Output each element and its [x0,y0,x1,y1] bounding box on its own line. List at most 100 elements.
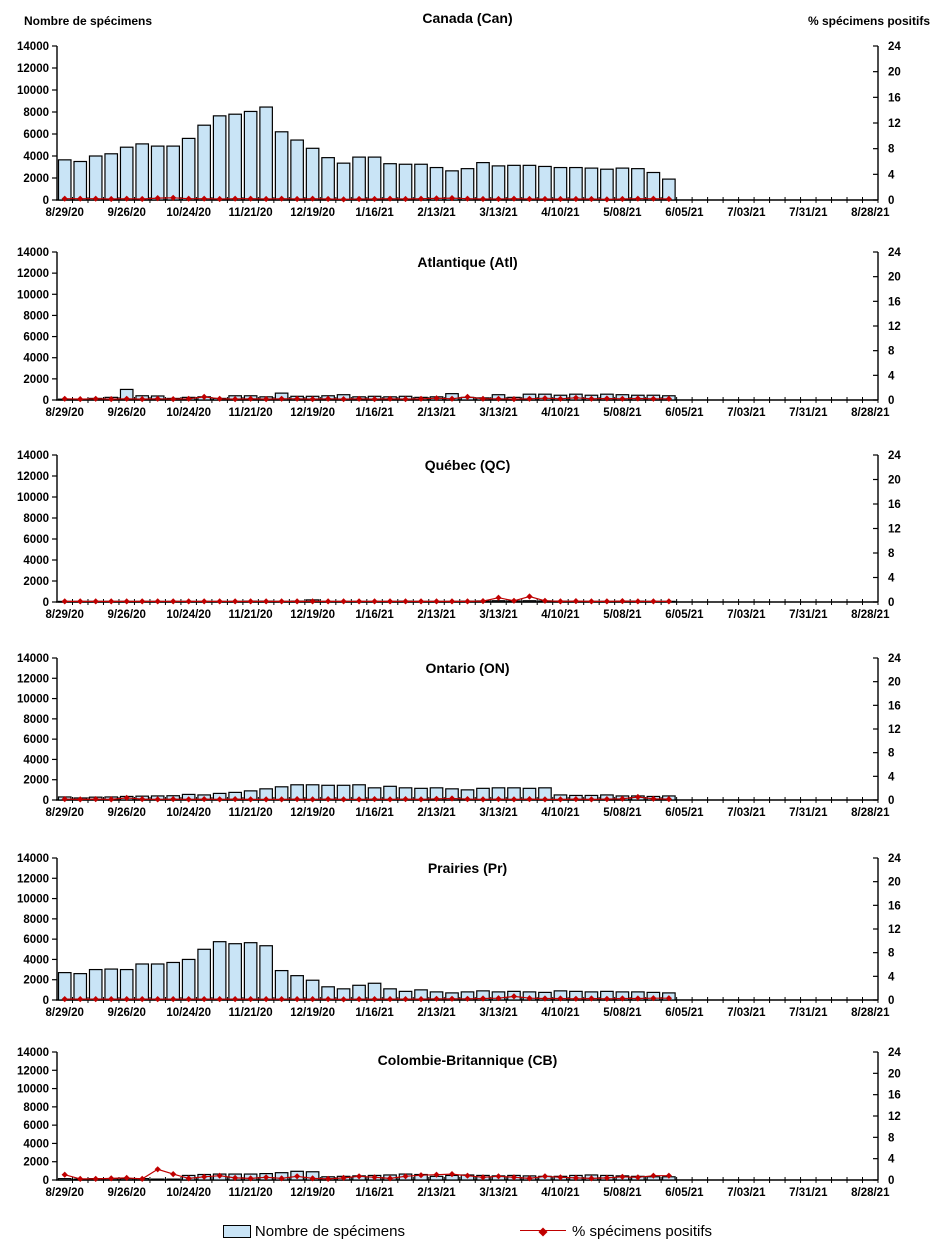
right-tick-label: 20 [888,1068,901,1080]
x-tick-label: 12/19/20 [290,1187,335,1199]
chart-section-ontario: Ontario (ON) 0 2000 4000 6000 8000 10000 12000… [0,632,935,836]
chart-section-colombie-britannique: Colombie-Britannique (CB) 0 2000 4000 6000 8… [0,1038,935,1206]
positivity-marker [588,1175,595,1182]
positivity-marker [510,796,518,803]
positivity-marker [139,396,146,403]
left-tick-label: 14000 [17,247,49,259]
specimen-bar [150,145,165,201]
positivity-marker [650,598,657,605]
specimen-bar [228,943,242,1001]
positivity-marker [216,996,223,1003]
specimen-bar [290,139,304,201]
positivity-marker [263,396,270,403]
x-tick-label: 4/10/21 [541,609,580,621]
positivity-marker [201,1173,208,1180]
x-tick-label: 5/08/21 [603,407,642,419]
positivity-marker [510,993,518,1000]
positivity-marker [541,1173,549,1180]
positivity-marker [402,598,409,605]
specimen-bar [259,945,273,1001]
positivity-marker [77,396,84,403]
positivity-marker [433,598,440,605]
x-tick-label: 8/29/20 [46,807,84,819]
positivity-marker [588,395,595,402]
left-tick-label: 12000 [17,63,49,75]
x-tick-label: 10/24/20 [166,609,211,621]
positivity-marker [526,1175,533,1182]
positivity-marker [278,195,285,202]
specimen-bar [150,1178,165,1181]
x-tick-label: 4/10/21 [541,1187,580,1199]
positivity-marker [154,598,161,605]
positivity-marker [495,995,502,1002]
right-tick-label: 20 [888,67,901,79]
specimen-bar [88,968,103,1001]
positivity-marker [92,195,99,202]
positivity-marker [619,795,626,802]
left-tick-label: 2000 [23,576,49,588]
positivity-marker [294,598,301,605]
positivity-marker [526,395,533,402]
right-tick-label: 20 [888,475,901,487]
x-tick-label: 4/10/21 [541,207,580,219]
positivity-marker [232,396,239,403]
positivity-marker [61,996,68,1003]
positivity-marker [77,1175,84,1182]
x-tick-label: 7/31/21 [789,807,828,819]
positivity-marker [278,598,285,605]
specimen-bar [383,163,397,201]
left-tick-label: 10000 [17,694,49,706]
positivity-marker [572,598,579,605]
left-tick-label: 8000 [23,714,49,726]
left-tick-label: 0 [43,195,49,207]
x-tick-label: 2/13/21 [417,1187,456,1199]
x-tick-label: 11/21/20 [229,207,273,219]
positivity-marker [294,195,301,203]
positivity-marker [386,598,394,605]
specimen-bar [569,166,583,201]
positivity-marker [541,597,549,604]
positivity-marker [294,395,301,402]
positivity-line [64,995,669,1001]
x-tick-label: 5/08/21 [603,609,642,621]
positivity-line-icon [520,1226,566,1237]
right-tick-label: 4 [888,771,895,783]
specimen-bar [166,961,181,1001]
positivity-marker [541,995,549,1002]
specimen-bar [212,941,227,1001]
positivity-marker [526,593,533,600]
positivity-marker [603,598,610,605]
x-tick-label: 9/26/20 [108,807,146,819]
left-tick-label: 4000 [23,151,49,163]
chart-canvas-quebec: 0 2000 4000 6000 8000 10000 12000 14000 0 4 8 12 16 2… [17,450,901,621]
positivity-marker [495,395,502,402]
left-tick-label: 2000 [23,173,49,185]
specimen-bar [243,942,258,1001]
positivity-marker [294,1173,301,1180]
positivity-marker [572,995,579,1002]
positivity-line [64,396,669,400]
positivity-marker [77,598,84,605]
positivity-marker [123,996,130,1003]
positivity-marker [216,1172,223,1179]
x-tick-label: 1/16/21 [355,609,394,621]
x-tick-label: 11/21/20 [229,1007,273,1019]
positivity-marker [309,1175,316,1182]
positivity-marker [356,1173,363,1180]
specimen-bar [491,165,506,201]
positivity-marker [340,196,347,203]
positivity-marker [526,995,533,1002]
positivity-line [64,796,669,801]
specimen-bar [57,972,72,1001]
x-tick-label: 7/03/21 [727,1187,766,1199]
specimen-bar [104,968,119,1001]
x-tick-label: 3/13/21 [479,1187,518,1199]
chart-canvas-prairies: 0 2000 4000 6000 8000 10000 12000 14000 0 4 8 12 16 2… [17,853,901,1019]
positivity-marker [371,1174,378,1181]
positivity-marker [201,195,208,202]
positivity-marker [232,195,239,202]
positivity-marker [433,995,440,1002]
x-tick-label: 10/24/20 [166,807,211,819]
left-tick-label: 0 [43,795,49,807]
right-tick-label: 8 [888,548,895,560]
